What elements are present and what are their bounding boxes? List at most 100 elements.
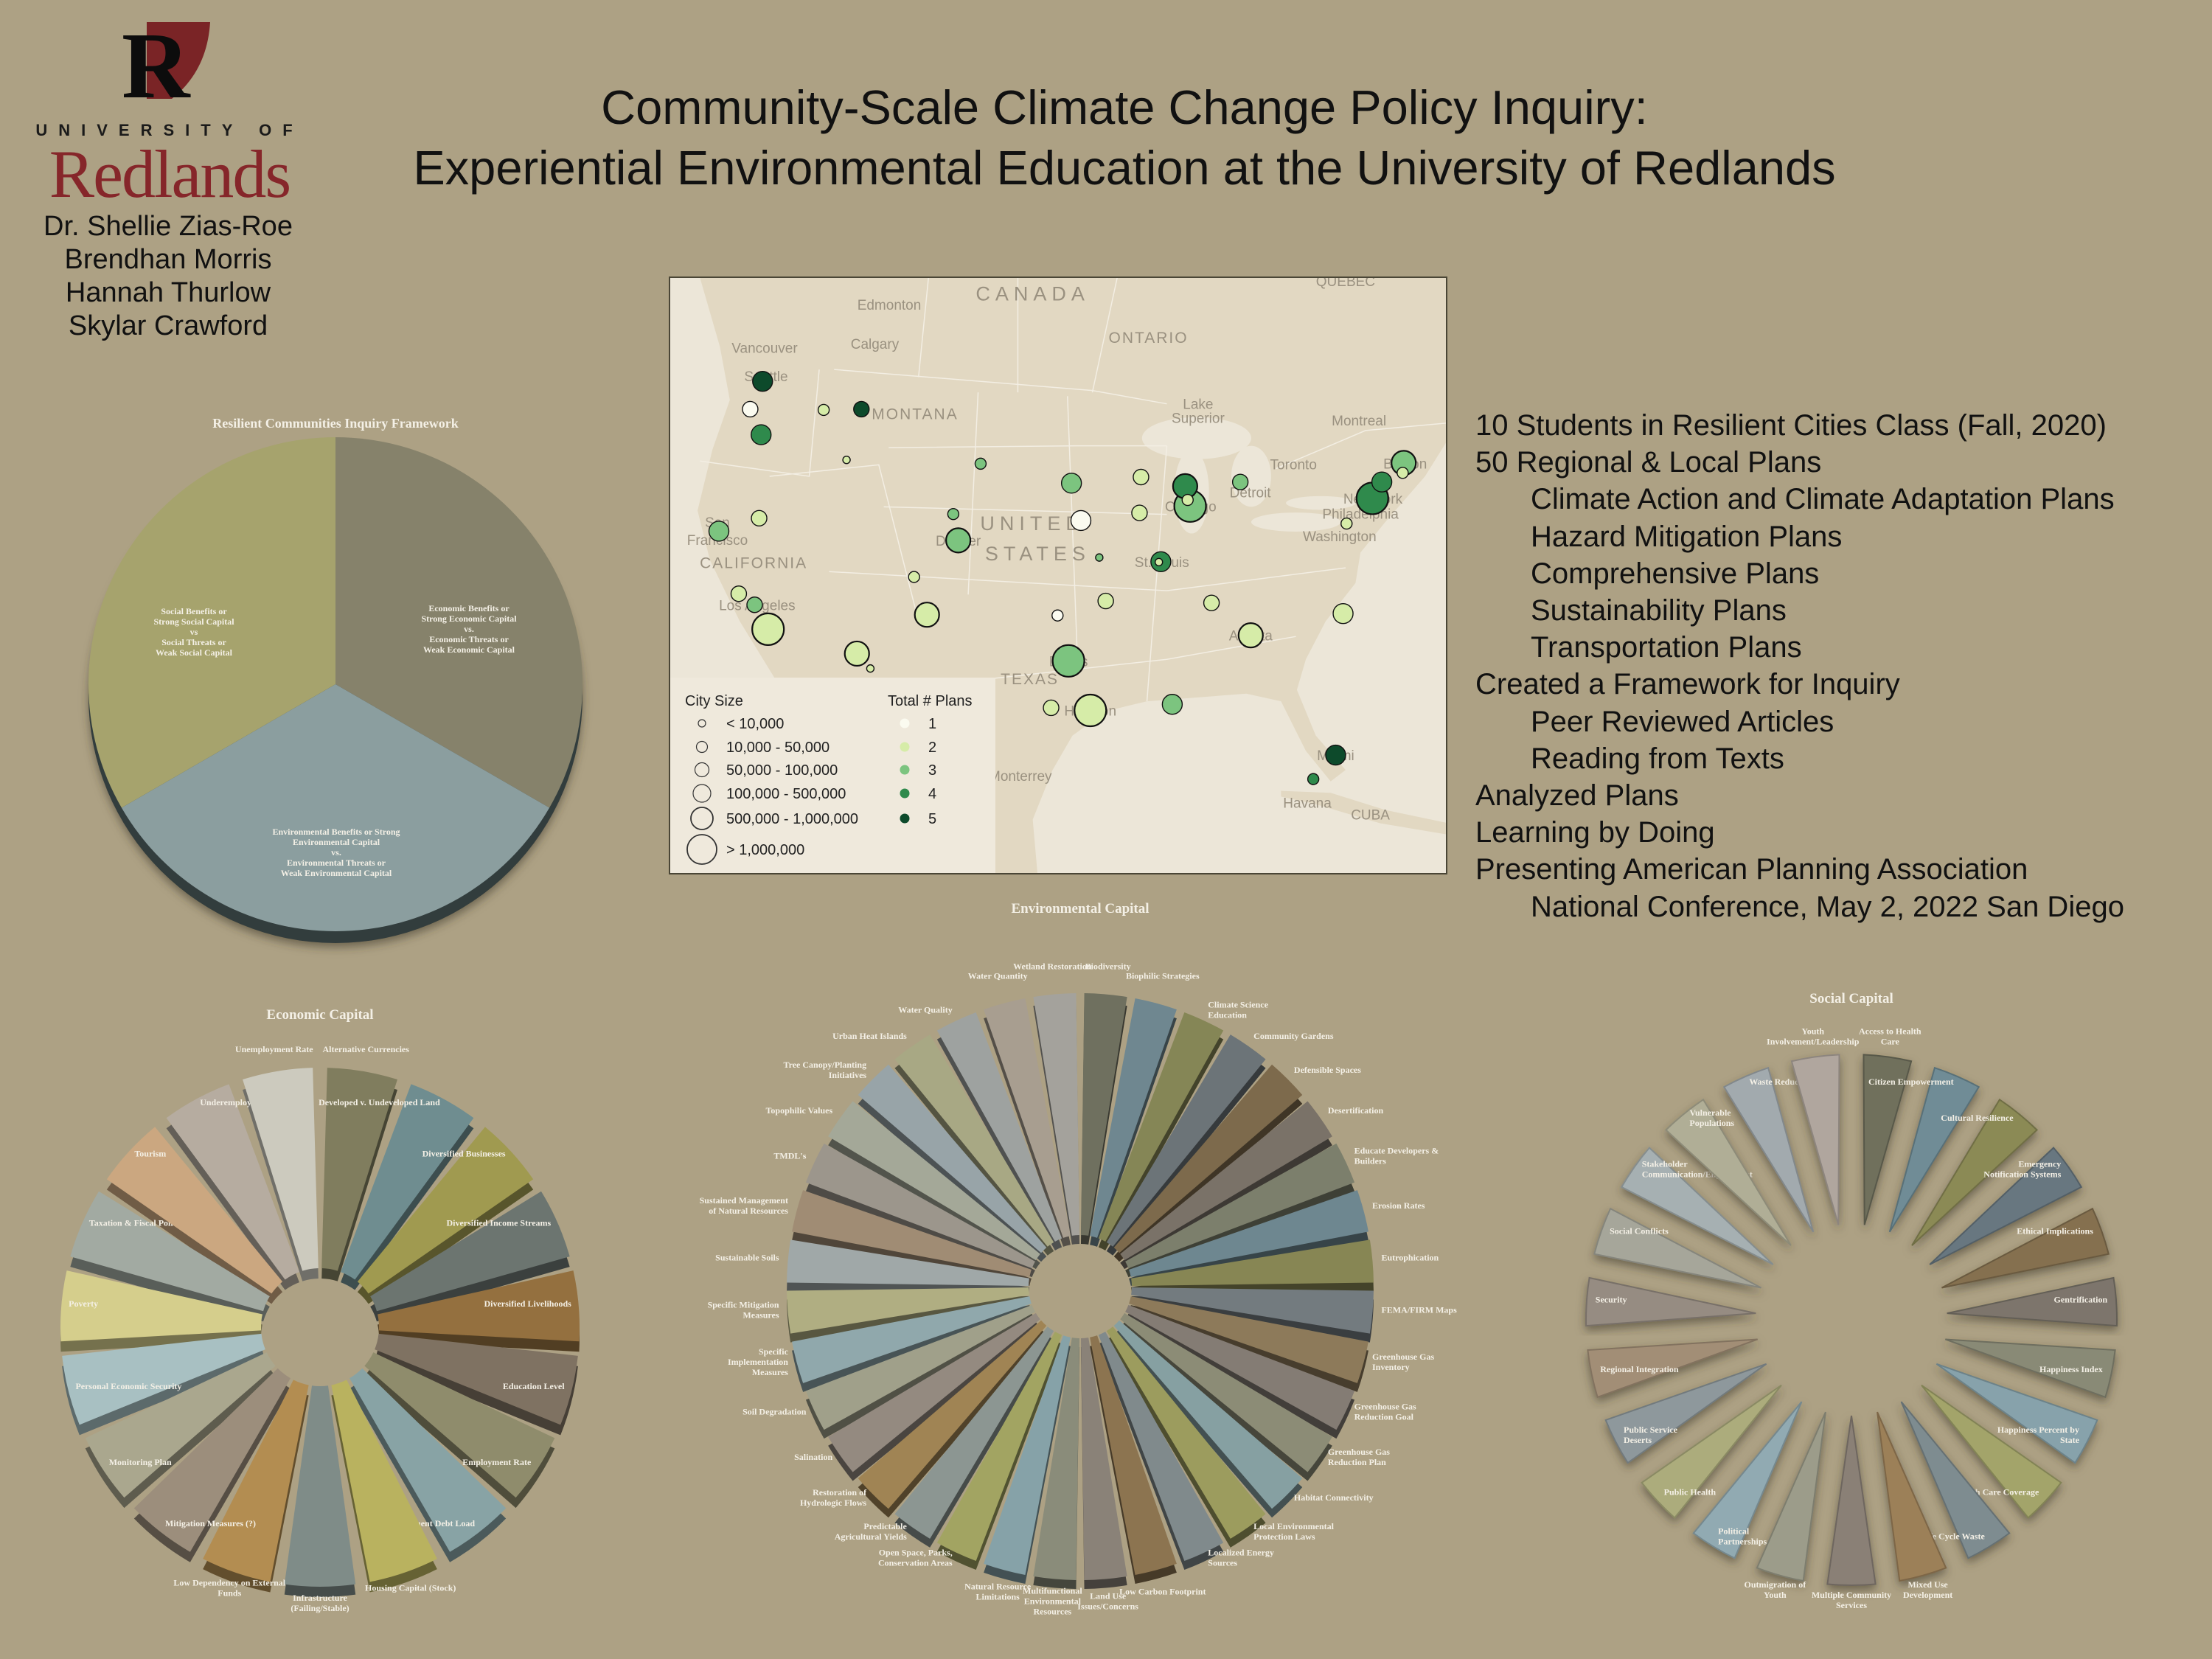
economic-slice — [70, 1191, 270, 1312]
map-place-label: Calgary — [851, 337, 900, 352]
environmental-slice-label: Restoration of Hydrologic Flows — [800, 1487, 867, 1508]
social-slice — [1921, 1384, 2062, 1519]
environmental-slice-label: Eutrophication — [1381, 1252, 1439, 1262]
environmental-slice-label: Predictable Agricultural Yields — [835, 1521, 908, 1542]
environmental-slice-label: Low Carbon Footprint — [1119, 1586, 1206, 1596]
economic-slice — [243, 1068, 319, 1271]
environmental-slice-label: Urban Heat Islands — [832, 1031, 907, 1041]
economic-slice — [321, 1068, 397, 1271]
title-line-2: Experiential Environmental Education at … — [413, 141, 1836, 195]
summary-item: Reading from Texts — [1531, 742, 1784, 775]
environmental-slice — [894, 1034, 1054, 1247]
environmental-capital-title: Environmental Capital — [1011, 901, 1149, 917]
city-plan-marker — [1332, 602, 1354, 625]
environmental-slice-label: Greenhouse Gas Inventory — [1372, 1352, 1434, 1372]
social-slice — [1664, 1098, 1792, 1246]
environmental-slice — [858, 1064, 1047, 1253]
city-plan-marker — [1237, 622, 1264, 649]
social-slice-label: Outmigration of Youth — [1745, 1579, 1807, 1600]
social-slice — [1593, 1207, 1761, 1289]
environmental-slice-label: Wetland Restoration — [1013, 961, 1092, 972]
map-place-label: Toronto — [1270, 457, 1317, 473]
social-slice — [1911, 1098, 2039, 1246]
environmental-slice — [1113, 1320, 1303, 1509]
city-plan-marker — [1060, 473, 1082, 494]
environmental-slice — [787, 1239, 1029, 1287]
map-boundary — [888, 445, 1167, 448]
map-place-label: UNITED — [980, 512, 1085, 535]
city-plan-marker — [1131, 504, 1148, 521]
legend-plans-label: 3 — [928, 762, 936, 779]
legend-city-size-title: City Size — [685, 693, 743, 709]
environmental-slice-label: FEMA/FIRM Maps — [1381, 1305, 1457, 1315]
social-slice-label: Vulnerable Populations — [1689, 1107, 1734, 1128]
environmental-slice — [1080, 993, 1127, 1236]
city-plan-marker — [817, 403, 830, 417]
social-slice-label: Ethical Implications — [2017, 1225, 2093, 1236]
economic-slice-label: Diversified Businesses — [422, 1148, 506, 1158]
social-slice — [1944, 1338, 2116, 1399]
plans-map: CANADA Edmonton Calgary Vancouver ONTARIO QUE… — [669, 276, 1447, 874]
economic-slice-label: Poverty — [69, 1298, 98, 1309]
social-slice — [1641, 1384, 1782, 1519]
city-plan-marker — [1307, 773, 1320, 785]
social-slice — [1888, 1066, 1980, 1233]
logo-university-of: UNIVERSITY OF — [35, 121, 304, 139]
summary-item: Comprehensive Plans — [1531, 557, 1820, 590]
economic-slice-label: Personal Economic Security — [75, 1381, 181, 1391]
economic-slice-label: Alternative Currencies — [323, 1044, 410, 1054]
environmental-slice — [1129, 1190, 1368, 1277]
economic-slice-label: Taxation & Fiscal Policies — [89, 1218, 187, 1228]
city-plan-marker — [1397, 467, 1409, 479]
city-plan-marker — [1133, 468, 1150, 486]
city-plan-marker — [853, 400, 870, 418]
environmental-slice-label: Natural Resource Limitations — [964, 1581, 1032, 1601]
legend-plans-swatch — [900, 718, 910, 728]
environmental-slice-label: Topophilic Values — [766, 1105, 833, 1116]
social-slice-label: Cultural Resilience — [1941, 1113, 2014, 1123]
map-boundary — [700, 369, 820, 477]
legend-plans-label: 5 — [928, 811, 936, 827]
environmental-slice — [858, 1320, 1047, 1509]
summary-item: National Conference, May 2, 2022 San Die… — [1531, 890, 2124, 923]
social-slice-label: Public Service Deserts — [1624, 1425, 1678, 1445]
city-plan-marker — [866, 664, 875, 673]
economic-slice-label: Low Dependency on External Funds — [173, 1578, 285, 1599]
map-boundary — [883, 506, 1167, 515]
environmental-slice-label: Localized Energy Sources — [1208, 1548, 1274, 1568]
map-place-label: Vancouver — [731, 341, 798, 357]
legend-plans-label: 1 — [928, 716, 936, 732]
summary-item: Sustainability Plans — [1531, 594, 1787, 627]
environmental-capital-wheel: Environmental Capital BiodiversityBiophil… — [700, 901, 1457, 1616]
environmental-slice — [984, 1335, 1071, 1575]
economic-slice-label: Developed v. Undeveloped Land — [319, 1097, 440, 1107]
map-place-label: CUBA — [1351, 808, 1390, 824]
map-place-labels: CANADA Edmonton Calgary Vancouver ONTARIO QUE… — [687, 278, 1427, 824]
map-land-cuba — [1281, 790, 1446, 835]
city-plan-marker — [1231, 473, 1249, 490]
map-boundary — [1146, 445, 1168, 702]
city-plan-marker — [751, 424, 772, 445]
environmental-slice — [1131, 1239, 1374, 1287]
poster-title: Community-Scale Climate Change Policy In… — [324, 77, 1924, 198]
social-slice-label: Citizen Empowerment — [1868, 1077, 1954, 1087]
legend-size-circle — [694, 762, 710, 778]
map-place-label: TEXAS — [1001, 671, 1059, 688]
map-boundary — [769, 464, 919, 622]
map-place-label: ONTARIO — [1108, 330, 1188, 347]
legend-plans-title: Total # Plans — [888, 693, 973, 709]
economic-slice — [357, 1127, 534, 1294]
summary-item: Analyzed Plans — [1475, 779, 1679, 813]
social-slice — [1790, 1054, 1840, 1225]
social-slice — [1585, 1276, 1756, 1327]
summary-item: Transportation Plans — [1531, 631, 1802, 664]
social-slice — [1863, 1054, 1913, 1225]
city-plan-marker — [1154, 557, 1164, 567]
social-slice-label: Public Health — [1664, 1487, 1717, 1498]
map-place-label: Montreal — [1332, 414, 1386, 429]
legend-size-label: 50,000 - 100,000 — [726, 762, 838, 779]
economic-slice-label: Employment Rate — [462, 1457, 532, 1467]
social-slice-label: Political Partnerships — [1718, 1526, 1767, 1546]
social-slice — [1947, 1276, 2118, 1327]
map-lake — [1231, 445, 1271, 507]
